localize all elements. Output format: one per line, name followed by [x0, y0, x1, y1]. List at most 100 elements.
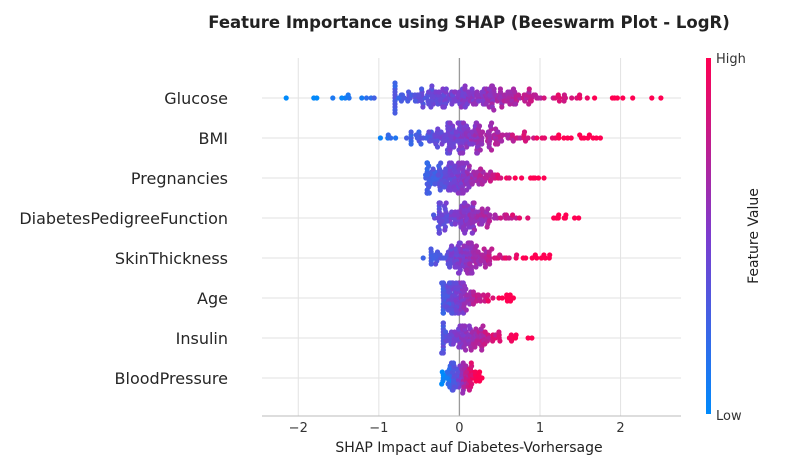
data-point [464, 292, 470, 298]
data-point [480, 218, 486, 224]
data-point [592, 95, 598, 101]
data-point [444, 375, 450, 381]
data-point [584, 95, 590, 101]
data-point [495, 129, 501, 135]
data-point [480, 292, 486, 298]
data-point [534, 135, 540, 141]
data-point [498, 175, 504, 181]
data-point [563, 212, 569, 218]
data-point [473, 264, 479, 270]
chart-title: Feature Importance using SHAP (Beeswarm … [208, 13, 730, 32]
data-point [489, 83, 495, 89]
data-point [452, 221, 458, 227]
data-point [388, 135, 394, 141]
data-point [439, 218, 445, 224]
data-point [464, 187, 470, 193]
data-point [453, 129, 459, 135]
data-point [485, 206, 491, 212]
feature-label: Insulin [176, 329, 228, 348]
data-point [532, 252, 538, 258]
data-point [450, 360, 457, 366]
data-point [556, 132, 562, 138]
feature-label: BMI [199, 129, 229, 148]
data-point [439, 350, 445, 356]
data-point [658, 95, 664, 101]
data-point [435, 215, 441, 221]
data-point [586, 132, 593, 138]
data-point [562, 95, 569, 101]
feature-label: Glucose [164, 89, 228, 108]
data-point [497, 338, 503, 344]
data-point [509, 212, 516, 218]
data-point [443, 338, 449, 344]
feature-label: Pregnancies [131, 169, 228, 188]
data-point [491, 107, 497, 113]
data-point [442, 227, 448, 233]
data-point [512, 175, 518, 181]
data-point [430, 166, 436, 172]
data-point [541, 175, 547, 181]
data-point [443, 132, 449, 138]
data-point [436, 230, 442, 236]
data-point [572, 215, 578, 221]
data-point [453, 280, 459, 286]
data-point [469, 270, 475, 276]
data-point [445, 381, 451, 387]
data-point [497, 86, 503, 92]
data-point [450, 387, 456, 393]
data-point [469, 181, 475, 187]
data-point [466, 387, 472, 393]
data-point [499, 138, 505, 144]
x-tick-label: −1 [369, 421, 388, 436]
data-point [515, 92, 522, 98]
data-point [529, 335, 535, 341]
data-point [569, 95, 575, 101]
data-point [408, 141, 414, 147]
x-tick-label: 2 [616, 421, 624, 436]
data-point [490, 295, 496, 301]
data-point [426, 129, 432, 135]
data-point [443, 86, 449, 92]
data-point [476, 123, 483, 129]
data-point [443, 166, 449, 172]
data-point [420, 104, 426, 110]
data-point [476, 98, 482, 104]
data-point [440, 310, 446, 316]
x-axis-ticks: −2 −1 0 1 2 [289, 421, 625, 436]
data-point [509, 132, 515, 138]
data-point [452, 246, 458, 252]
data-point [404, 135, 410, 141]
data-point [487, 261, 493, 267]
data-point [392, 80, 398, 86]
data-point [392, 110, 398, 116]
data-point [462, 230, 468, 236]
data-point [471, 200, 477, 206]
data-point [492, 92, 498, 98]
data-point [419, 86, 425, 92]
data-point [431, 212, 437, 218]
colorbar-low-label: Low [716, 409, 742, 424]
data-point [455, 270, 462, 276]
data-point [479, 375, 485, 381]
data-point [426, 101, 432, 107]
data-point [446, 335, 452, 341]
data-point [506, 255, 512, 261]
data-point [489, 120, 495, 126]
data-point [433, 261, 439, 267]
data-point [339, 95, 345, 101]
data-point [485, 292, 491, 298]
data-point [412, 98, 418, 104]
data-point [418, 141, 424, 147]
data-point [556, 212, 562, 218]
data-point [460, 390, 466, 396]
data-point [460, 190, 466, 196]
data-point [440, 255, 446, 261]
data-point [593, 135, 600, 141]
data-point [423, 135, 429, 141]
data-point [521, 129, 528, 135]
data-point [447, 264, 453, 270]
data-point [446, 280, 452, 286]
data-point [452, 187, 458, 193]
data-point [620, 95, 626, 101]
data-point [377, 135, 383, 141]
